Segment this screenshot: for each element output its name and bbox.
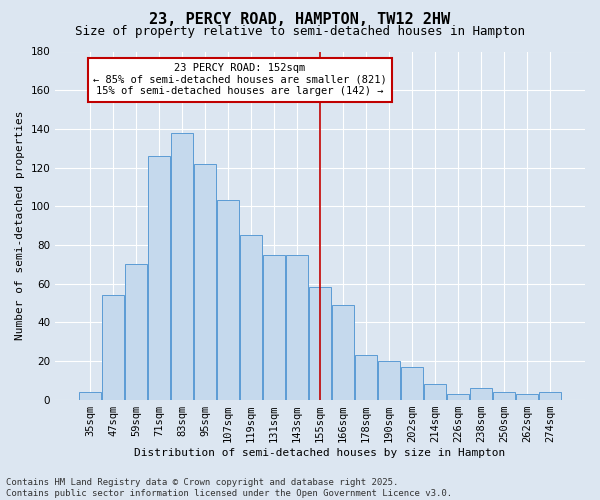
Bar	[401, 366, 423, 400]
X-axis label: Distribution of semi-detached houses by size in Hampton: Distribution of semi-detached houses by …	[134, 448, 506, 458]
Bar	[447, 394, 469, 400]
Bar	[263, 254, 285, 400]
Text: 23, PERCY ROAD, HAMPTON, TW12 2HW: 23, PERCY ROAD, HAMPTON, TW12 2HW	[149, 12, 451, 28]
Bar	[171, 132, 193, 400]
Bar	[424, 384, 446, 400]
Y-axis label: Number of semi-detached properties: Number of semi-detached properties	[15, 111, 25, 340]
Bar	[286, 254, 308, 400]
Bar	[79, 392, 101, 400]
Text: Size of property relative to semi-detached houses in Hampton: Size of property relative to semi-detach…	[75, 25, 525, 38]
Bar	[332, 305, 354, 400]
Bar	[125, 264, 147, 400]
Bar	[539, 392, 561, 400]
Bar	[102, 295, 124, 400]
Bar	[217, 200, 239, 400]
Bar	[148, 156, 170, 400]
Bar	[516, 394, 538, 400]
Bar	[493, 392, 515, 400]
Bar	[378, 361, 400, 400]
Text: 23 PERCY ROAD: 152sqm
← 85% of semi-detached houses are smaller (821)
15% of sem: 23 PERCY ROAD: 152sqm ← 85% of semi-deta…	[93, 63, 386, 96]
Bar	[240, 235, 262, 400]
Bar	[194, 164, 216, 400]
Text: Contains HM Land Registry data © Crown copyright and database right 2025.
Contai: Contains HM Land Registry data © Crown c…	[6, 478, 452, 498]
Bar	[355, 355, 377, 400]
Bar	[309, 288, 331, 400]
Bar	[470, 388, 492, 400]
